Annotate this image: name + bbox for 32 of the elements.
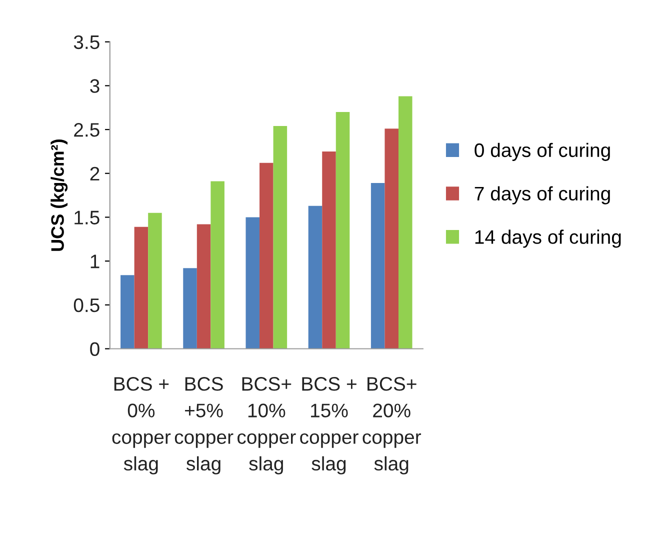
bar bbox=[148, 212, 162, 349]
bar bbox=[260, 162, 274, 349]
bar bbox=[370, 183, 385, 349]
bar bbox=[384, 128, 398, 349]
bar bbox=[322, 151, 336, 349]
x-tick-label: BCS + 15% copper slag bbox=[300, 377, 358, 474]
x-tick-label: BCS + 0% copper slag bbox=[112, 377, 171, 474]
bar bbox=[183, 268, 197, 349]
y-tick-label: 3.5 bbox=[74, 35, 100, 50]
legend-label: 7 days of curing bbox=[474, 186, 610, 204]
bar bbox=[120, 275, 134, 349]
y-axis-title: UCS (kg/cm²) bbox=[50, 140, 68, 251]
y-tick-label: 0 bbox=[90, 342, 100, 356]
y-tick-label: 3 bbox=[90, 79, 100, 93]
legend-label: 14 days of curing bbox=[475, 230, 621, 248]
bar bbox=[134, 226, 148, 349]
bar bbox=[308, 206, 322, 349]
bar bbox=[273, 126, 288, 349]
bar bbox=[336, 112, 350, 349]
y-tick-label: 1 bbox=[90, 254, 100, 268]
x-tick-label: BCS +5% copper slag bbox=[174, 377, 234, 474]
y-tick-label: 0.5 bbox=[74, 298, 100, 312]
x-tick-label: BCS+ 10% copper slag bbox=[238, 377, 296, 474]
x-tick-label: BCS+ 20% copper slag bbox=[362, 377, 422, 474]
y-tick-label: 1.5 bbox=[74, 210, 100, 224]
y-tick-label: 2 bbox=[90, 166, 100, 180]
bar bbox=[210, 181, 224, 349]
y-tick-label: 2.5 bbox=[74, 123, 100, 137]
legend-label: 0 days of curing bbox=[474, 142, 610, 161]
bar bbox=[398, 96, 412, 349]
bar bbox=[246, 217, 260, 349]
bar bbox=[196, 224, 211, 349]
